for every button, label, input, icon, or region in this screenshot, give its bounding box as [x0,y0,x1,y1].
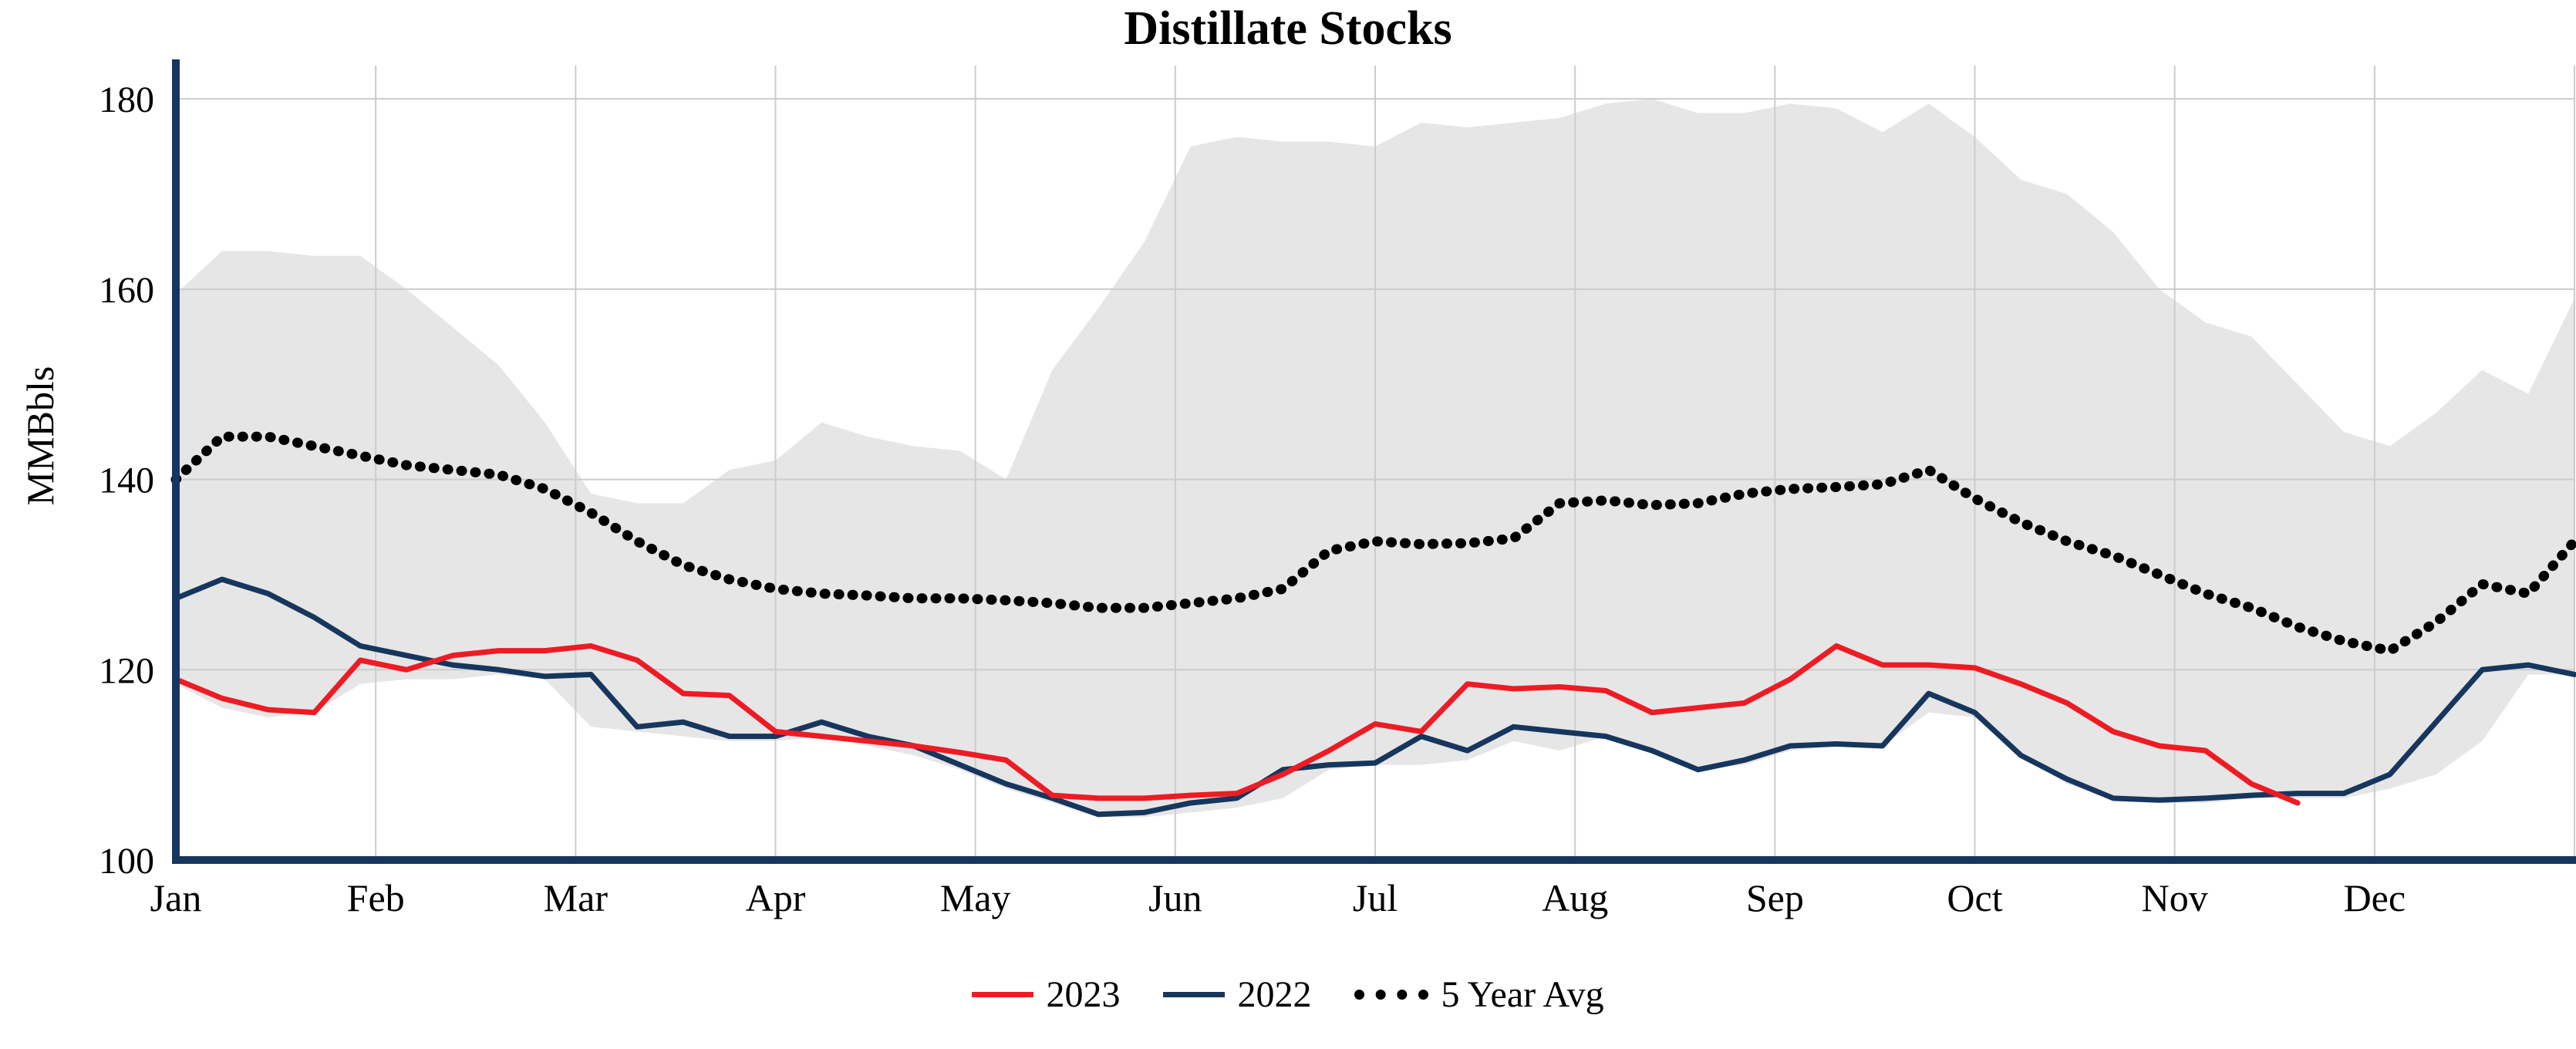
y-tick-label: 180 [99,79,154,120]
legend-item-5-year-avg: 5 Year Avg [1354,973,1604,1016]
legend-item-2023: 2023 [972,973,1120,1016]
legend-line-sample-2023 [972,992,1034,997]
x-tick-label-jan: Jan [150,876,202,919]
series-2022-line [173,576,2576,818]
x-tick-label-apr: Apr [746,876,806,919]
x-tick-label-sep: Sep [1746,876,1804,919]
x-tick-label-nov: Nov [2142,876,2208,919]
legend-label-2022: 2022 [1237,974,1312,1015]
legend-item-2022: 2022 [1163,973,1311,1016]
legend-line-sample-2022 [1163,992,1226,997]
x-tick-label-dec: Dec [2344,876,2406,919]
y-tick-label: 100 [99,841,154,882]
y-tick-label: 140 [99,460,154,501]
x-tick-label-jul: Jul [1353,876,1398,919]
x-tick-label-jun: Jun [1148,876,1202,919]
x-tick-label-may: May [940,876,1011,919]
legend-label-2023: 2023 [1046,974,1121,1015]
x-tick-label-mar: Mar [544,876,609,919]
legend: 2023 2022 5 Year Avg [0,973,2576,1016]
x-tick-label-feb: Feb [347,876,405,919]
y-tick-label: 120 [99,650,154,691]
series-5-year-avg-line [170,431,2576,656]
x-tick-label-oct: Oct [1947,876,2002,919]
x-tick-label-aug: Aug [1542,876,1608,919]
y-tick-label: 160 [99,270,154,311]
legend-line-sample-5-year-avg [1354,990,1429,1000]
chart-title: Distillate Stocks [1124,2,1452,55]
series-2023-line [173,643,2301,806]
legend-label-5-year-avg: 5 Year Avg [1441,974,1604,1015]
